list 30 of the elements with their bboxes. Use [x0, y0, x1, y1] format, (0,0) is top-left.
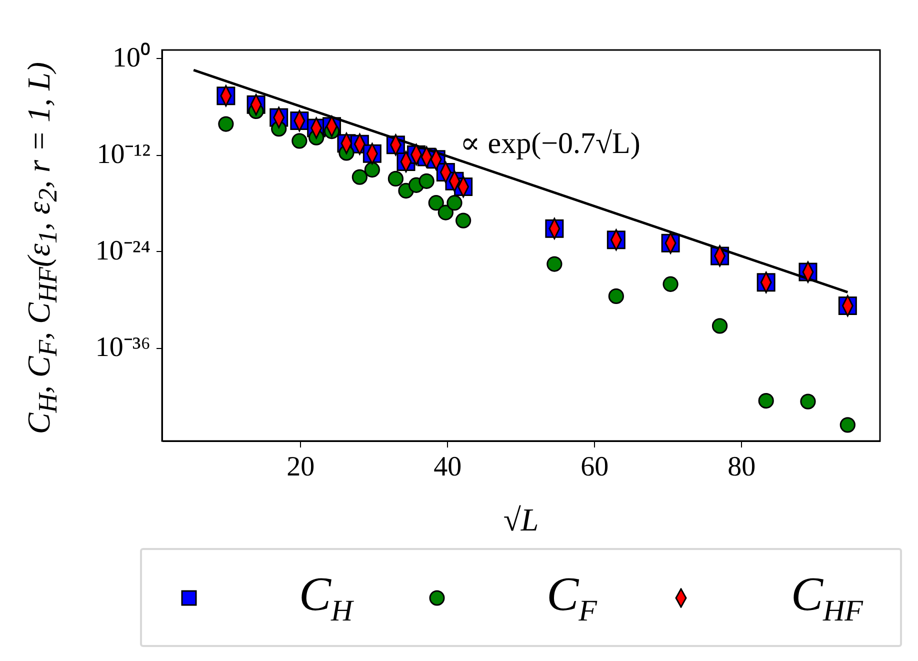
point — [840, 417, 856, 433]
point — [758, 392, 774, 409]
point — [428, 195, 444, 211]
point — [546, 256, 562, 272]
x-axis-title: √L — [503, 502, 539, 538]
x-tick-label: 80 — [728, 452, 756, 482]
x-tick-label: 40 — [434, 452, 462, 482]
point — [352, 169, 368, 185]
y-tick-label: 10⁻²⁴ — [95, 236, 150, 267]
annotation: ∝ exp(−0.7√L) — [460, 126, 640, 161]
point — [446, 195, 462, 211]
point — [388, 170, 404, 187]
point — [662, 276, 678, 292]
legend-label: C$_{HF}$ — [790, 566, 863, 628]
point — [292, 133, 308, 149]
point — [455, 212, 472, 228]
point — [712, 318, 728, 334]
y-tick-label: 10⁻³⁶ — [95, 332, 150, 364]
x-tick-label: 20 — [286, 452, 315, 482]
point — [418, 173, 434, 189]
point — [800, 394, 816, 410]
point — [364, 162, 380, 178]
y-tick-label: 10⁰ — [112, 42, 150, 74]
point — [438, 204, 454, 220]
legend-label: C$_{H}$ — [298, 566, 353, 628]
point — [218, 116, 234, 132]
x-tick-label: 60 — [580, 452, 609, 482]
point — [608, 288, 624, 304]
legend-label: C$_{F}$ — [546, 566, 597, 628]
y-tick-label: 10⁻¹² — [96, 139, 150, 170]
